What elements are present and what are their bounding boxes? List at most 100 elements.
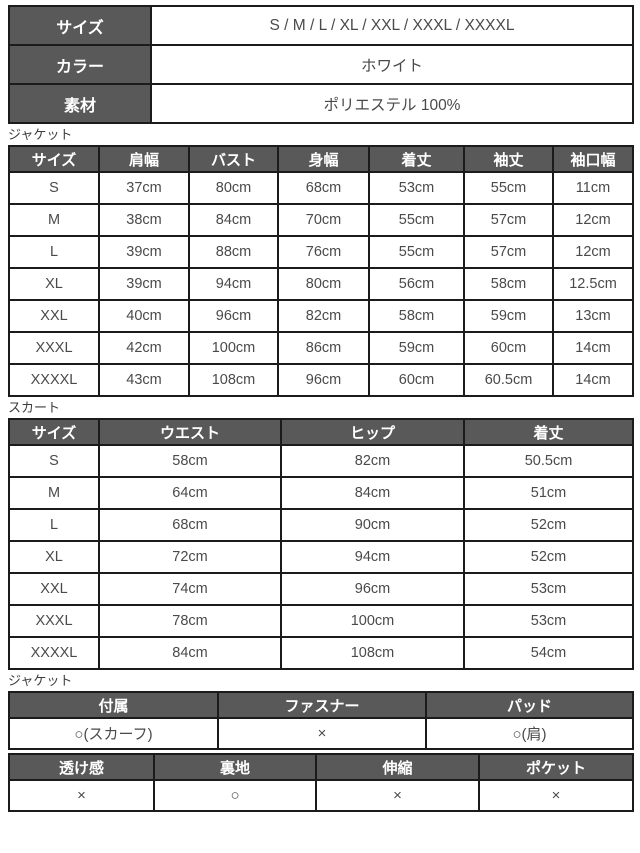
table-cell: × (315, 779, 480, 812)
column-header: 肩幅 (98, 145, 190, 173)
column-header: 袖丈 (463, 145, 554, 173)
jacket-spec-1-value-row: ○(スカーフ) × ○(肩) (8, 717, 634, 750)
jacket-spec-table-1: 付属 ファスナー パッド ○(スカーフ) × ○(肩) (8, 691, 634, 750)
size-chart-page: サイズ S / M / L / XL / XXL / XXXL / XXXXL カラ… (8, 5, 634, 812)
table-cell: 38cm (98, 203, 190, 237)
table-cell: 12cm (552, 235, 634, 269)
column-header: サイズ (8, 145, 100, 173)
table-cell: 56cm (368, 267, 465, 301)
table-cell: M (8, 203, 100, 237)
table-row: L 39cm 88cm 76cm 55cm 57cm 12cm (8, 235, 634, 269)
info-label-cell: 素材 (8, 83, 152, 124)
column-header: 透け感 (8, 753, 155, 781)
skirt-size-header-row: サイズ ウエスト ヒップ 着丈 (8, 418, 634, 446)
table-cell: 60cm (463, 331, 554, 365)
table-cell: 100cm (188, 331, 279, 365)
table-row: XXL 40cm 96cm 82cm 58cm 59cm 13cm (8, 299, 634, 333)
table-cell: ○(スカーフ) (8, 717, 219, 750)
column-header: ヒップ (280, 418, 465, 446)
column-header: 付属 (8, 691, 219, 719)
table-cell: 58cm (463, 267, 554, 301)
jacket-spec-1-header-row: 付属 ファスナー パッド (8, 691, 634, 719)
jacket-section-label: ジャケット (8, 127, 73, 142)
table-cell: 54cm (463, 636, 634, 670)
column-header: 着丈 (368, 145, 465, 173)
table-cell: XXL (8, 299, 100, 333)
table-cell: 50.5cm (463, 444, 634, 478)
table-cell: 94cm (280, 540, 465, 574)
table-cell: 55cm (368, 203, 465, 237)
info-row: カラー ホワイト (8, 44, 634, 85)
table-cell: 55cm (463, 171, 554, 205)
info-row: 素材 ポリエステル 100% (8, 83, 634, 124)
table-cell: 37cm (98, 171, 190, 205)
table-cell: × (217, 717, 427, 750)
table-cell: 52cm (463, 540, 634, 574)
jacket-size-table: サイズ 肩幅 バスト 身幅 着丈 袖丈 袖口幅 S 37cm 80cm 68cm 53cm 55cm 1… (8, 145, 634, 397)
table-cell: 58cm (98, 444, 282, 478)
table-cell: 12cm (552, 203, 634, 237)
table-cell: 60.5cm (463, 363, 554, 397)
table-cell: × (8, 779, 155, 812)
column-header: ポケット (478, 753, 634, 781)
info-row: サイズ S / M / L / XL / XXL / XXXL / XXXXL (8, 5, 634, 46)
table-cell: 52cm (463, 508, 634, 542)
table-cell: 96cm (280, 572, 465, 606)
table-cell: 68cm (98, 508, 282, 542)
table-cell: 76cm (277, 235, 370, 269)
table-cell: ○(肩) (425, 717, 634, 750)
table-cell: 74cm (98, 572, 282, 606)
table-cell: L (8, 508, 100, 542)
table-cell: 58cm (368, 299, 465, 333)
table-cell: XXXXL (8, 636, 100, 670)
info-label-cell: サイズ (8, 5, 152, 46)
table-cell: 53cm (368, 171, 465, 205)
table-cell: 84cm (98, 636, 282, 670)
table-cell: 72cm (98, 540, 282, 574)
table-cell: 82cm (277, 299, 370, 333)
table-cell: 43cm (98, 363, 190, 397)
table-cell: XXXL (8, 331, 100, 365)
table-cell: 80cm (188, 171, 279, 205)
table-cell: 59cm (368, 331, 465, 365)
table-cell: 42cm (98, 331, 190, 365)
jacket-spec-2-header-row: 透け感 裏地 伸縮 ポケット (8, 753, 634, 781)
table-cell: 60cm (368, 363, 465, 397)
table-cell: 40cm (98, 299, 190, 333)
table-cell: 14cm (552, 331, 634, 365)
table-cell: 96cm (188, 299, 279, 333)
table-cell: 14cm (552, 363, 634, 397)
column-header: バスト (188, 145, 279, 173)
table-cell: 53cm (463, 572, 634, 606)
table-cell: 13cm (552, 299, 634, 333)
table-cell: 70cm (277, 203, 370, 237)
table-row: XXXL 42cm 100cm 86cm 59cm 60cm 14cm (8, 331, 634, 365)
table-cell: 82cm (280, 444, 465, 478)
table-cell: 88cm (188, 235, 279, 269)
column-header: 裏地 (153, 753, 317, 781)
table-cell: XL (8, 267, 100, 301)
table-cell: XXXXL (8, 363, 100, 397)
column-header: 伸縮 (315, 753, 480, 781)
table-cell: 108cm (188, 363, 279, 397)
table-row: XXXL 78cm 100cm 53cm (8, 604, 634, 638)
table-cell: 57cm (463, 235, 554, 269)
column-header: ファスナー (217, 691, 427, 719)
info-value-cell: ホワイト (150, 44, 634, 85)
info-value-cell: S / M / L / XL / XXL / XXXL / XXXXL (150, 5, 634, 46)
table-cell: 94cm (188, 267, 279, 301)
table-cell: 11cm (552, 171, 634, 205)
table-cell: 84cm (280, 476, 465, 510)
table-cell: L (8, 235, 100, 269)
table-row: S 37cm 80cm 68cm 53cm 55cm 11cm (8, 171, 634, 205)
column-header: 袖口幅 (552, 145, 634, 173)
column-header: サイズ (8, 418, 100, 446)
table-cell: 86cm (277, 331, 370, 365)
table-row: XXL 74cm 96cm 53cm (8, 572, 634, 606)
table-cell: × (478, 779, 634, 812)
product-info-table: サイズ S / M / L / XL / XXL / XXXL / XXXXL カラ… (8, 5, 634, 124)
table-cell: 53cm (463, 604, 634, 638)
table-cell: 57cm (463, 203, 554, 237)
jacket-size-header-row: サイズ 肩幅 バスト 身幅 着丈 袖丈 袖口幅 (8, 145, 634, 173)
table-row: XL 72cm 94cm 52cm (8, 540, 634, 574)
